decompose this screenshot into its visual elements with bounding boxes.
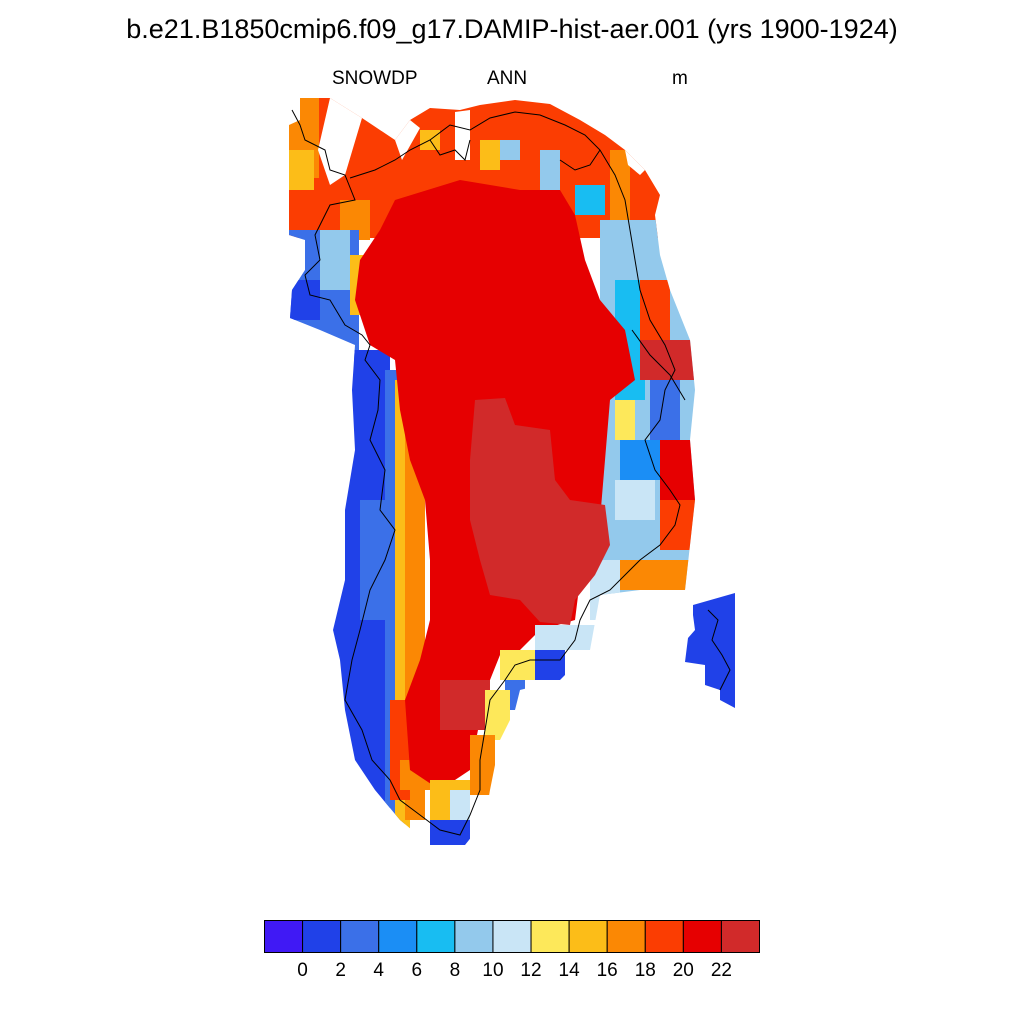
colorbar-box — [454, 920, 494, 953]
plot-title: b.e21.B1850cmip6.f09_g17.DAMIP-hist-aer.… — [126, 14, 898, 44]
snow-depth-map — [289, 98, 735, 845]
central-high-region — [440, 398, 610, 730]
colorbar-tick-label: 16 — [596, 960, 618, 981]
colorbar-tick-label: 14 — [558, 960, 580, 981]
colorbar-tick-label: 12 — [520, 960, 542, 981]
colorbar-box — [492, 920, 532, 953]
colorbar-tick-label: 2 — [335, 960, 346, 981]
colorbar-tick-label: 8 — [449, 960, 461, 981]
colorbar-box — [416, 920, 456, 953]
colorbar-tick-label: 0 — [297, 960, 308, 981]
colorbar-box — [264, 920, 304, 953]
coastline — [291, 109, 681, 836]
colorbar-box — [340, 920, 380, 953]
colorbar-tick-label: 20 — [672, 960, 694, 981]
svalbard-fragment — [685, 593, 735, 708]
colorbar-tick-label: 6 — [411, 960, 423, 981]
colorbar-box — [606, 920, 646, 953]
colorbar-box — [568, 920, 608, 953]
colorbar — [264, 920, 760, 953]
colorbar-tick-label: 10 — [482, 960, 504, 981]
colorbar-box — [720, 920, 760, 953]
western-margin — [289, 230, 450, 845]
colorbar-box — [644, 920, 684, 953]
season-label: ANN — [487, 68, 528, 89]
colorbar-tick-label: 4 — [373, 960, 384, 981]
southern-tip — [430, 625, 595, 845]
colorbar-tick-label: 18 — [634, 960, 656, 981]
colorbar-box — [682, 920, 722, 953]
colorbar-box — [378, 920, 418, 953]
colorbar-box — [530, 920, 570, 953]
colorbar-box — [302, 920, 342, 953]
units-label: m — [672, 68, 688, 89]
colorbar-tick-label: 22 — [710, 960, 732, 981]
variable-label: SNOWDP — [332, 68, 418, 89]
